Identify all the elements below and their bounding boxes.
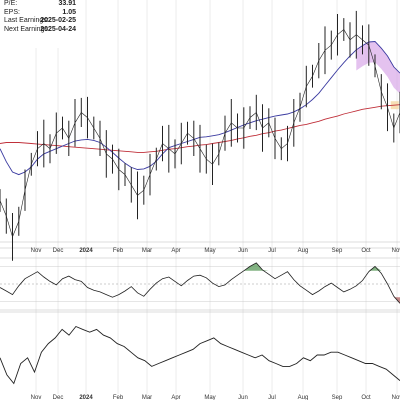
oscillator-line [0,262,400,304]
pe-label: P/E: [4,0,18,7]
x-tick-label: Jun [238,248,248,254]
x-tick-label: May [204,395,215,400]
last-earnings-value: 2025-02-25 [40,17,76,25]
x-tick-label: Dec [53,395,64,400]
lower-panel [0,325,400,385]
x-tick-label: Jul [268,395,276,400]
x-tick-label: Apr [171,395,180,400]
eps-value: 1.05 [62,8,76,16]
x-tick-label: Sep [332,248,343,254]
x-tick-label: Feb [113,248,124,254]
last-earnings-label: Last Earnings: [4,17,49,25]
fundamentals-box: P/E: 33.91 EPS: 1.05 Last Earnings: 2025… [0,0,80,48]
x-tick-label: Jul [268,248,276,254]
x-tick-label: 2024 [79,395,93,400]
pe-value: 33.91 [58,0,76,7]
x-tick-label: Aug [298,395,309,400]
info-row-eps: EPS: 1.05 [0,9,80,18]
price-line [0,29,400,238]
x-tick-label: Oct [361,248,371,254]
lower-indicator-line [0,325,400,385]
x-tick-label: Nov [31,248,42,254]
x-axis-labels-bottom: Nov Dec 2024 Feb Mar Apr May Jun Jul Aug Sep Oct Nov [31,395,400,400]
next-earnings-value: 2025-04-24 [40,25,76,33]
info-row-last-earnings: Last Earnings: 2025-02-25 [0,17,80,26]
x-tick-label: Nov [392,248,400,254]
oscillator-panel [0,262,400,304]
x-tick-label: 2024 [79,248,93,254]
eps-label: EPS: [4,8,20,16]
x-tick-label: Nov [31,395,42,400]
info-row-next-earnings: Next Earnings: 2025-04-24 [0,26,80,35]
x-tick-label: Feb [113,395,124,400]
x-tick-label: Aug [298,248,309,254]
x-tick-label: Apr [171,248,180,254]
info-row-pe: P/E: 33.91 [0,0,80,9]
x-tick-label: Sep [332,395,343,400]
x-tick-label: Nov [392,395,400,400]
x-tick-label: Dec [53,248,64,254]
x-axis-labels: Nov Dec 2024 Feb Mar Apr May Jun Jul Aug Sep Oct Nov [31,248,400,254]
x-tick-label: Oct [361,395,371,400]
x-tick-label: Jun [238,395,248,400]
x-tick-label: Mar [142,248,152,254]
price-panel [0,10,400,261]
next-earnings-label: Next Earnings: [4,25,50,33]
x-tick-label: May [204,248,215,254]
ma-cloud [356,41,400,94]
x-tick-label: Mar [142,395,152,400]
